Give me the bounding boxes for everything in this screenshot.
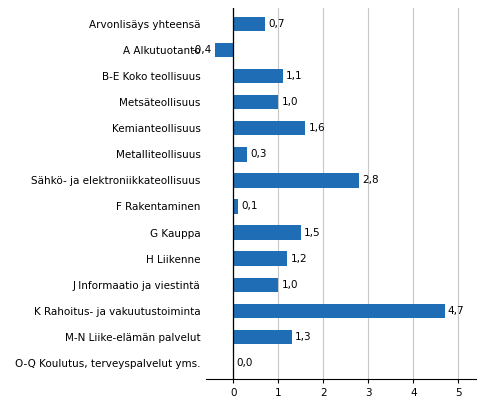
Text: 0,3: 0,3 — [250, 149, 267, 159]
Text: 0,7: 0,7 — [268, 19, 284, 29]
Bar — [233, 277, 278, 292]
Bar — [233, 69, 283, 83]
Text: 1,1: 1,1 — [286, 71, 302, 81]
Text: 1,0: 1,0 — [281, 280, 298, 290]
Text: 1,5: 1,5 — [304, 228, 321, 238]
Bar — [233, 304, 445, 318]
Bar — [233, 199, 238, 214]
Bar — [233, 121, 305, 136]
Text: 4,7: 4,7 — [448, 306, 464, 316]
Text: 0,1: 0,1 — [241, 201, 257, 211]
Bar — [215, 43, 233, 57]
Text: 0,0: 0,0 — [236, 358, 253, 368]
Text: -0,4: -0,4 — [192, 45, 212, 55]
Bar — [233, 17, 265, 31]
Text: 1,0: 1,0 — [281, 97, 298, 107]
Text: 1,3: 1,3 — [295, 332, 311, 342]
Text: 2,8: 2,8 — [362, 176, 379, 186]
Bar — [233, 173, 359, 188]
Bar — [233, 251, 287, 266]
Bar — [233, 225, 300, 240]
Bar — [233, 147, 246, 161]
Text: 1,2: 1,2 — [290, 254, 307, 264]
Text: 1,6: 1,6 — [308, 123, 325, 133]
Bar — [233, 329, 292, 344]
Bar — [233, 95, 278, 109]
